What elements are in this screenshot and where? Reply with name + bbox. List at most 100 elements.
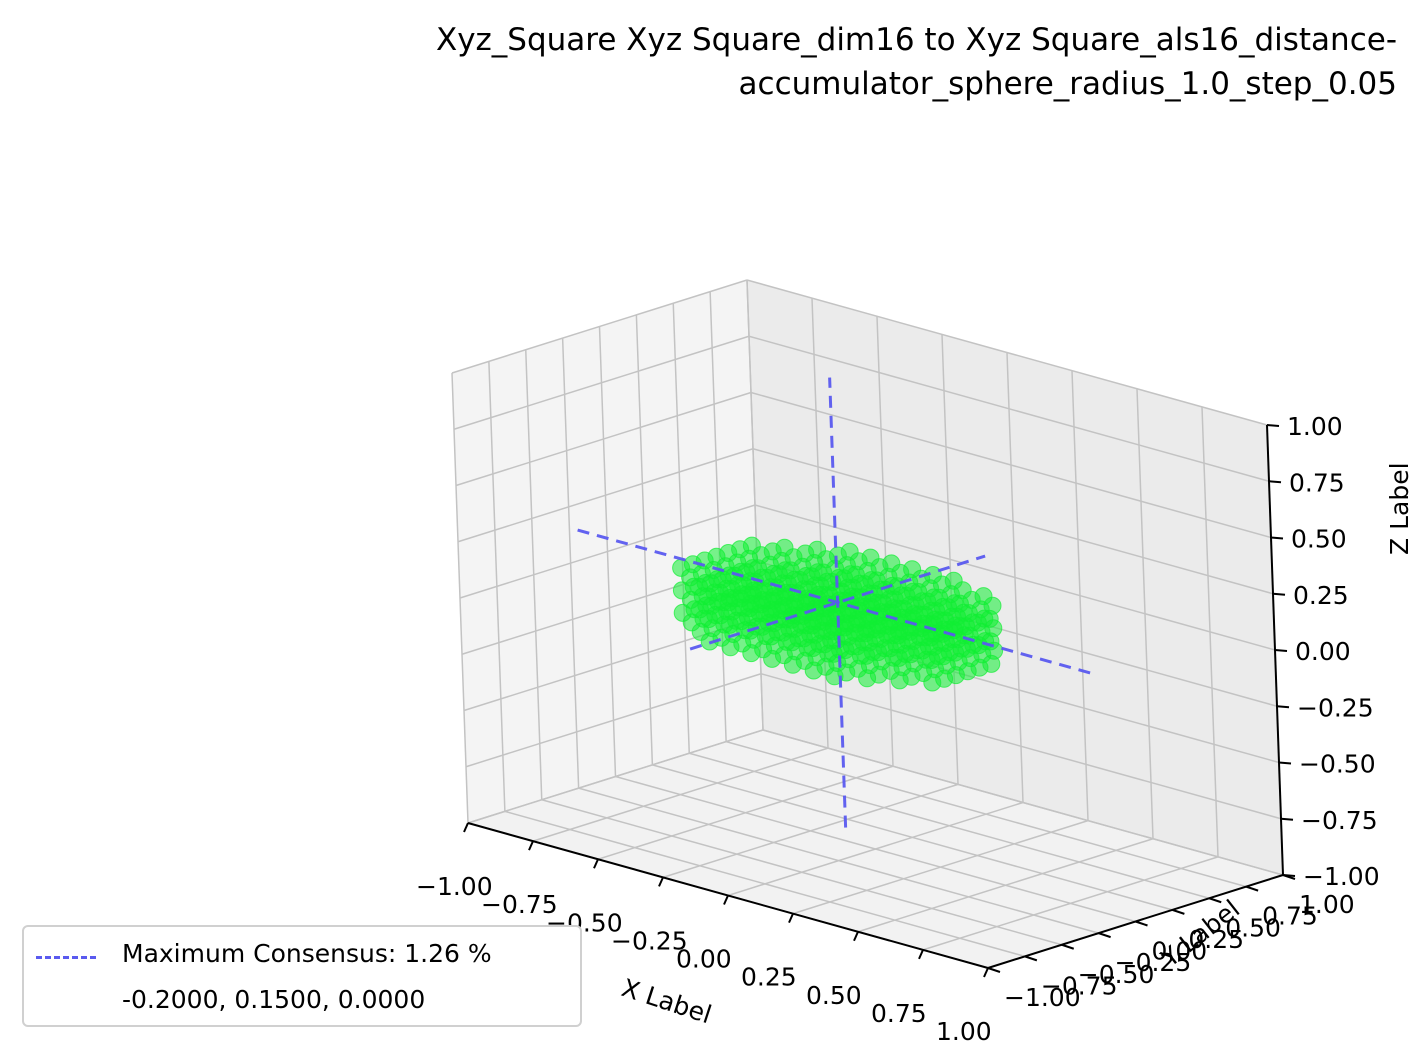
x-tick <box>853 931 859 942</box>
grid-line <box>672 303 690 754</box>
grid-line <box>857 838 1154 933</box>
legend-label: Maximum Consensus: 1.26 % <box>122 939 492 968</box>
y-tick-label: 0.25 <box>1188 925 1244 954</box>
z-tick <box>1268 480 1282 484</box>
y-tick-label: −1.00 <box>1004 983 1081 1012</box>
data-point <box>721 638 740 657</box>
y-tick <box>1172 908 1185 915</box>
data-point <box>824 644 843 663</box>
z-tick <box>1276 705 1290 709</box>
z-tick-label: 0.00 <box>1295 637 1351 666</box>
data-point <box>699 587 718 606</box>
grid-line <box>746 279 1268 426</box>
x-tick <box>528 840 534 851</box>
z-tick-label: 0.75 <box>1289 468 1345 497</box>
grid-line <box>451 279 748 374</box>
grid-line <box>459 504 756 599</box>
data-point <box>762 627 781 646</box>
y-tick-label: −0.75 <box>1041 971 1118 1000</box>
data-point <box>922 651 941 669</box>
data-point <box>923 673 942 692</box>
data-point <box>740 599 759 618</box>
x-tick-label: 0.25 <box>741 963 797 992</box>
data-point <box>803 639 822 657</box>
z-tick <box>1274 649 1288 652</box>
consensus-line-y <box>689 554 986 651</box>
x-tick <box>983 967 989 978</box>
legend: Maximum Consensus: 1.26 % -0.2000, 0.150… <box>22 925 582 1027</box>
data-point <box>720 615 739 634</box>
grid-line <box>652 764 1173 911</box>
data-point <box>782 610 801 629</box>
y-tick <box>1061 943 1075 950</box>
grid-line <box>922 856 1219 951</box>
grid-line <box>1201 406 1219 857</box>
z-tick <box>1272 592 1286 596</box>
grid-line <box>752 448 1274 595</box>
y-tick-label: 0.75 <box>1262 902 1318 931</box>
data-point <box>889 626 908 645</box>
z-tick <box>1280 817 1294 821</box>
z-tick <box>1270 536 1284 540</box>
grid-line <box>453 335 750 430</box>
y-tick-label: −0.25 <box>1115 948 1192 977</box>
x-tick-label: 0.50 <box>806 981 862 1010</box>
tick-marks: −1.00−0.75−0.50−0.250.000.250.500.751.00… <box>416 412 1380 1046</box>
grid-line <box>754 504 1276 651</box>
z-tick <box>1282 874 1296 877</box>
y-tick-label: 0.00 <box>1152 937 1208 966</box>
y-tick <box>987 967 1001 973</box>
data-point <box>889 648 908 667</box>
y-tick <box>1245 885 1259 892</box>
consensus-line-z <box>828 377 848 828</box>
legend-sublabel: -0.2000, 0.1500, 0.0000 <box>122 985 426 1014</box>
chart-title-line-1: Xyz_Square Xyz Square_dim16 to Xyz Squar… <box>435 22 1397 58</box>
y-tick-label: 1.00 <box>1299 890 1355 919</box>
y-tick <box>1208 897 1222 904</box>
x-tick-label: 0.75 <box>871 999 927 1028</box>
data-point <box>890 671 909 690</box>
x-tick <box>463 822 469 833</box>
data-point <box>763 649 782 668</box>
z-tick-label: −0.50 <box>1299 750 1376 779</box>
y-tick-label: 0.50 <box>1225 913 1281 942</box>
x-axis-label: X Label <box>618 973 715 1029</box>
z-axis-label: Z Label <box>1385 462 1414 555</box>
z-tick-label: 1.00 <box>1287 412 1343 441</box>
z-tick-label: 0.50 <box>1291 525 1347 554</box>
grid-line <box>457 448 754 543</box>
x-tick <box>723 895 729 905</box>
grid-line <box>1071 370 1089 821</box>
grid-line <box>792 819 1089 915</box>
x-tick <box>918 949 924 960</box>
x-tick <box>658 876 664 887</box>
grid-line <box>709 291 727 742</box>
grid-line <box>1136 388 1154 839</box>
x-tick-label: −0.75 <box>481 890 558 919</box>
data-point <box>825 667 844 686</box>
data-point <box>857 646 876 665</box>
z-tick <box>1278 761 1292 765</box>
z-tick-label: 0.25 <box>1293 581 1349 610</box>
z-tick-label: −0.75 <box>1301 806 1378 835</box>
y-tick-label: −0.50 <box>1078 960 1155 989</box>
y-tick <box>1098 932 1111 939</box>
x-tick-label: −1.00 <box>416 872 493 901</box>
grid-line <box>615 775 1136 923</box>
grid-line <box>689 752 1210 899</box>
x-tick-label: −0.25 <box>611 926 688 955</box>
consensus-lines <box>577 377 1099 828</box>
data-point <box>783 655 802 674</box>
data-point <box>803 616 822 635</box>
data-point <box>699 610 718 628</box>
data-point <box>856 624 875 643</box>
x-tick <box>593 858 599 869</box>
legend-dashed-line-swatch <box>36 956 96 959</box>
z-tick <box>1266 424 1280 427</box>
x-tick-label: 1.00 <box>936 1017 992 1046</box>
z-tick-label: −1.00 <box>1303 862 1380 891</box>
data-point <box>783 633 802 652</box>
y-tick <box>1024 955 1038 962</box>
x-tick-label: 0.00 <box>676 945 732 974</box>
